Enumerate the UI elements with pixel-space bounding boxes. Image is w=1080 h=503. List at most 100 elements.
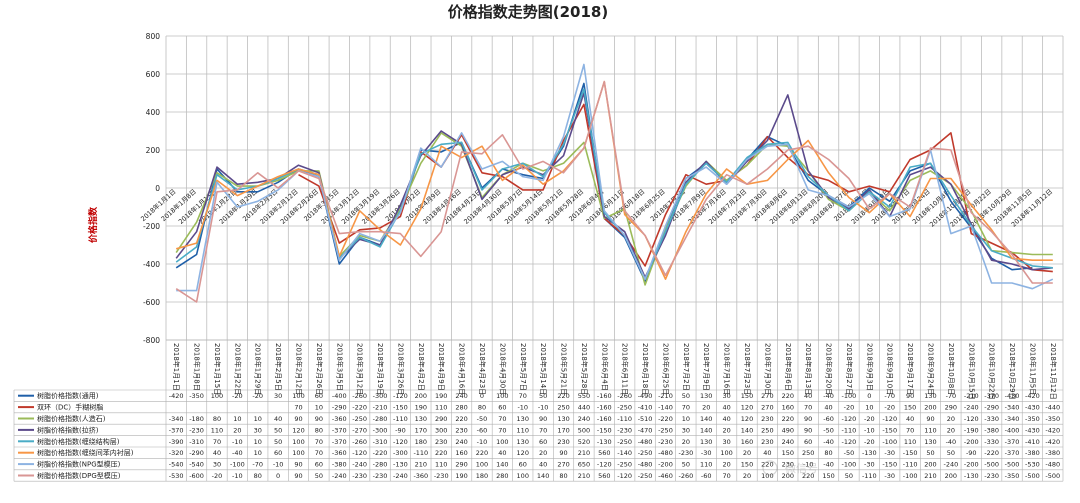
table-cell: -50 [844,449,855,457]
table-cell: 90 [804,426,812,434]
table-cell: 100 [496,438,508,446]
table-cell: -10 [232,438,243,446]
table-cell: 110 [435,404,447,412]
table-cell: -330 [984,415,999,423]
table-column-header: 2018年9月10日 [886,343,895,395]
table-cell: -70 [252,461,263,469]
y-tick-label: 200 [146,146,161,155]
y-tick-label: 600 [146,70,161,79]
table-cell: -100 [230,461,245,469]
table-cell: -310 [189,438,204,446]
table-cell: -250 [352,415,367,423]
table-column-header: 2018年7月30日 [763,343,772,395]
table-cell: 100 [292,438,304,446]
table-cell: -60 [701,472,712,480]
table-cell: 90 [294,461,302,469]
table-cell: -120 [352,449,367,457]
table-cell: -10 [864,426,875,434]
table-cell: 60 [274,449,282,457]
table-column-header: 2018年4月23日 [478,343,487,395]
table-column-header: 2018年1月8日 [193,343,202,391]
table-cell: -350 [1045,415,1060,423]
table-cell: -410 [638,404,653,412]
y-tick-label: 0 [155,184,160,193]
table-column-header: 2018年7月2日 [682,343,691,391]
table-cell: -530 [1025,461,1040,469]
table-cell: 250 [557,404,569,412]
table-cell: 20 [682,438,690,446]
table-cell: -380 [1045,449,1060,457]
table-cell: -420 [1025,392,1040,400]
table-cell: -130 [862,449,877,457]
table-cell: 70 [213,438,221,446]
table-column-header: 2018年8月20日 [825,343,834,395]
table-cell: 230 [761,415,773,423]
chart-title: 价格指数走势图(2018) [448,3,608,21]
table-cell: -100 [903,472,918,480]
table-cell: 490 [782,426,794,434]
table-cell: 20 [947,415,955,423]
table-cell: -160 [597,415,612,423]
table-cell: 290 [435,415,447,423]
table-cell: -40 [823,392,834,400]
table-cell: -290 [332,404,347,412]
table-column-header: 2018年3月12日 [356,343,365,395]
table-cell: -100 [842,392,857,400]
table-cell: -400 [1005,426,1020,434]
table-column-header: 2018年6月18日 [641,343,650,395]
table-cell: 60 [519,461,527,469]
table-cell: 10 [254,415,262,423]
table-cell: 20 [539,449,547,457]
table-cell: -480 [638,461,653,469]
table-cell: 100 [720,449,732,457]
table-cell: -270 [352,426,367,434]
table-cell: -210 [964,392,979,400]
table-cell: -350 [189,392,204,400]
table-cell: -430 [1025,426,1040,434]
table-cell: 190 [455,472,467,480]
table-cell: -240 [332,472,347,480]
table-cell: -350 [1025,415,1040,423]
series-line [175,82,1033,282]
table-cell: 70 [315,438,323,446]
table-cell: -40 [946,438,957,446]
table-column-header: 2018年7月9日 [702,343,711,391]
table-cell: -120 [882,415,897,423]
legend-label: 树脂价格指数(DPG型模压) [37,471,121,480]
table-cell: 150 [904,404,916,412]
table-cell: 180 [415,438,427,446]
legend-label: 树脂价格指数(人造石) [37,414,106,423]
table-cell: 70 [294,404,302,412]
table-cell: -240 [943,461,958,469]
table-cell: 150 [782,449,794,457]
table-cell: -240 [393,472,408,480]
legend-label: 树脂价格指数(拉挤) [37,425,99,434]
table-column-header: 2018年11月5日 [1028,343,1037,395]
y-ticks: -800 -600 -400 -200 0 200 400 600 800 [143,32,160,345]
table-column-header: 2018年2月5日 [274,343,283,391]
table-cell: -160 [597,392,612,400]
table-cell: 280 [496,472,508,480]
table-cell: 90 [294,415,302,423]
table-cell: 130 [557,415,569,423]
table-cell: -150 [903,449,918,457]
table-cell: -510 [638,415,653,423]
table-cell: 270 [557,461,569,469]
table-cell: 100 [292,392,304,400]
table-cell: 110 [904,438,916,446]
table-cell: -420 [1045,438,1060,446]
legend-label: 树脂价格指数(NPG型模压) [37,460,121,469]
table-column-header: 2018年4月30日 [498,343,507,395]
table-cell: 160 [455,449,467,457]
table-cell: 190 [415,404,427,412]
table-cell: 10 [233,415,241,423]
table-cell: 80 [478,404,486,412]
table-cell: -300 [373,426,388,434]
table-cell: -290 [984,404,999,412]
table-cell: -360 [332,449,347,457]
table-cell: 0 [276,472,280,480]
table-cell: 90 [539,415,547,423]
table-cell: -370 [169,426,184,434]
table-cell: 200 [924,404,936,412]
